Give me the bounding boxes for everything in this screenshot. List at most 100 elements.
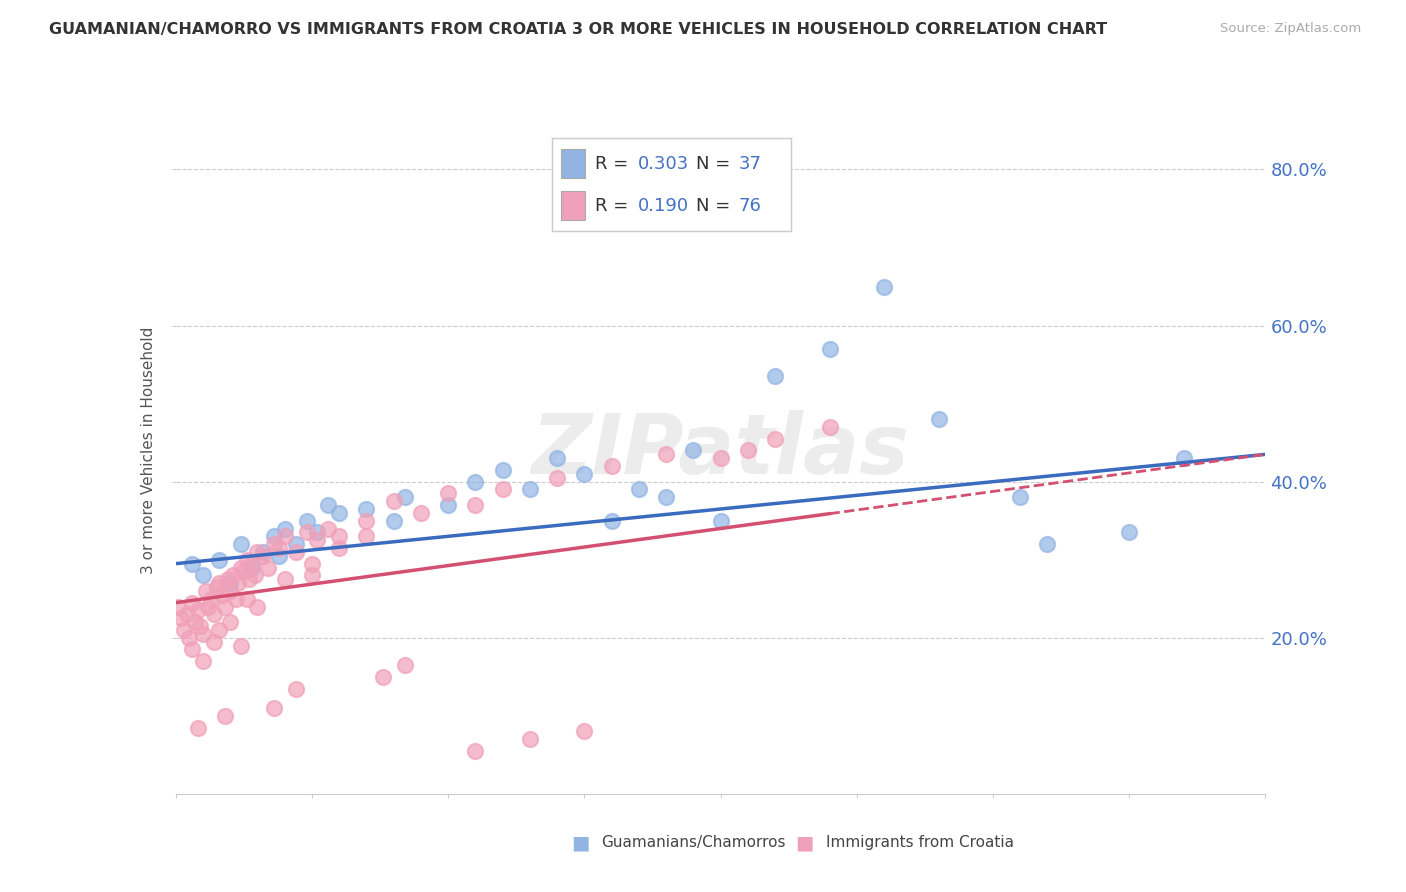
Point <box>176 607 198 622</box>
Point <box>546 471 568 485</box>
Point <box>627 483 650 497</box>
Point <box>167 599 190 614</box>
Point <box>246 599 269 614</box>
Point <box>284 545 307 559</box>
Point <box>186 603 209 617</box>
Text: 0.190: 0.190 <box>638 196 689 215</box>
Point <box>222 568 245 582</box>
Point <box>356 502 378 516</box>
Point <box>818 342 841 356</box>
Point <box>394 658 416 673</box>
Point <box>409 506 432 520</box>
Point <box>1036 537 1059 551</box>
Text: R =: R = <box>595 155 634 173</box>
Text: Guamanians/Chamorros: Guamanians/Chamorros <box>602 836 786 850</box>
Text: ZIPatlas: ZIPatlas <box>531 410 910 491</box>
Point <box>252 545 274 559</box>
Text: 37: 37 <box>738 155 762 173</box>
FancyBboxPatch shape <box>561 149 585 178</box>
Text: GUAMANIAN/CHAMORRO VS IMMIGRANTS FROM CROATIA 3 OR MORE VEHICLES IN HOUSEHOLD CO: GUAMANIAN/CHAMORRO VS IMMIGRANTS FROM CR… <box>49 22 1108 37</box>
Point <box>519 483 541 497</box>
Text: 76: 76 <box>738 196 762 215</box>
Point <box>181 596 204 610</box>
Point <box>655 490 678 504</box>
Point <box>371 670 394 684</box>
Point <box>235 552 257 567</box>
Point <box>243 568 266 582</box>
Text: Immigrants from Croatia: Immigrants from Croatia <box>825 836 1014 850</box>
Text: R =: R = <box>595 196 634 215</box>
Point <box>274 572 297 586</box>
Point <box>307 525 329 540</box>
Point <box>873 279 896 293</box>
Point <box>191 627 214 641</box>
Point <box>238 572 260 586</box>
Point <box>184 615 207 630</box>
Point <box>284 537 307 551</box>
Point <box>763 369 786 384</box>
Point <box>191 654 214 668</box>
Point <box>269 541 291 555</box>
Point <box>257 560 280 574</box>
Text: Source: ZipAtlas.com: Source: ZipAtlas.com <box>1220 22 1361 36</box>
Point <box>382 514 405 528</box>
Point <box>763 432 786 446</box>
Point <box>356 529 378 543</box>
Point <box>214 599 236 614</box>
Point <box>191 568 214 582</box>
Point <box>208 552 231 567</box>
Point <box>301 557 323 571</box>
Point <box>181 642 204 657</box>
Point <box>179 631 201 645</box>
Point <box>546 451 568 466</box>
Point <box>928 412 950 426</box>
Point <box>232 565 254 579</box>
Point <box>382 494 405 508</box>
Point <box>219 576 242 591</box>
Text: N =: N = <box>696 196 735 215</box>
Point <box>205 580 228 594</box>
Point <box>252 549 274 563</box>
Point <box>464 498 486 512</box>
Point <box>318 521 340 535</box>
Point <box>181 557 204 571</box>
FancyBboxPatch shape <box>561 191 585 219</box>
Point <box>328 529 350 543</box>
Point <box>492 463 515 477</box>
Point <box>492 483 515 497</box>
Text: N =: N = <box>696 155 735 173</box>
Text: 0.303: 0.303 <box>638 155 689 173</box>
Point <box>437 486 460 500</box>
Point <box>710 451 733 466</box>
Point <box>217 572 239 586</box>
Point <box>574 724 596 739</box>
Point <box>600 514 623 528</box>
Point <box>197 599 219 614</box>
Point <box>231 639 253 653</box>
Point <box>240 560 263 574</box>
Point <box>301 568 323 582</box>
Point <box>225 591 247 606</box>
Point <box>240 557 263 571</box>
Point <box>307 533 329 548</box>
Point <box>295 525 318 540</box>
Point <box>394 490 416 504</box>
Point <box>263 529 285 543</box>
Point <box>437 498 460 512</box>
Point <box>235 591 257 606</box>
Point <box>246 545 269 559</box>
Point <box>710 514 733 528</box>
Point <box>269 549 291 563</box>
Point <box>263 701 285 715</box>
Point <box>328 506 350 520</box>
Point <box>328 541 350 555</box>
Point <box>1173 451 1195 466</box>
Point <box>186 721 209 735</box>
Point <box>202 607 225 622</box>
Point <box>655 447 678 461</box>
Point <box>284 681 307 696</box>
Point <box>202 634 225 648</box>
Point <box>295 514 318 528</box>
Point <box>170 611 193 625</box>
Point <box>818 420 841 434</box>
